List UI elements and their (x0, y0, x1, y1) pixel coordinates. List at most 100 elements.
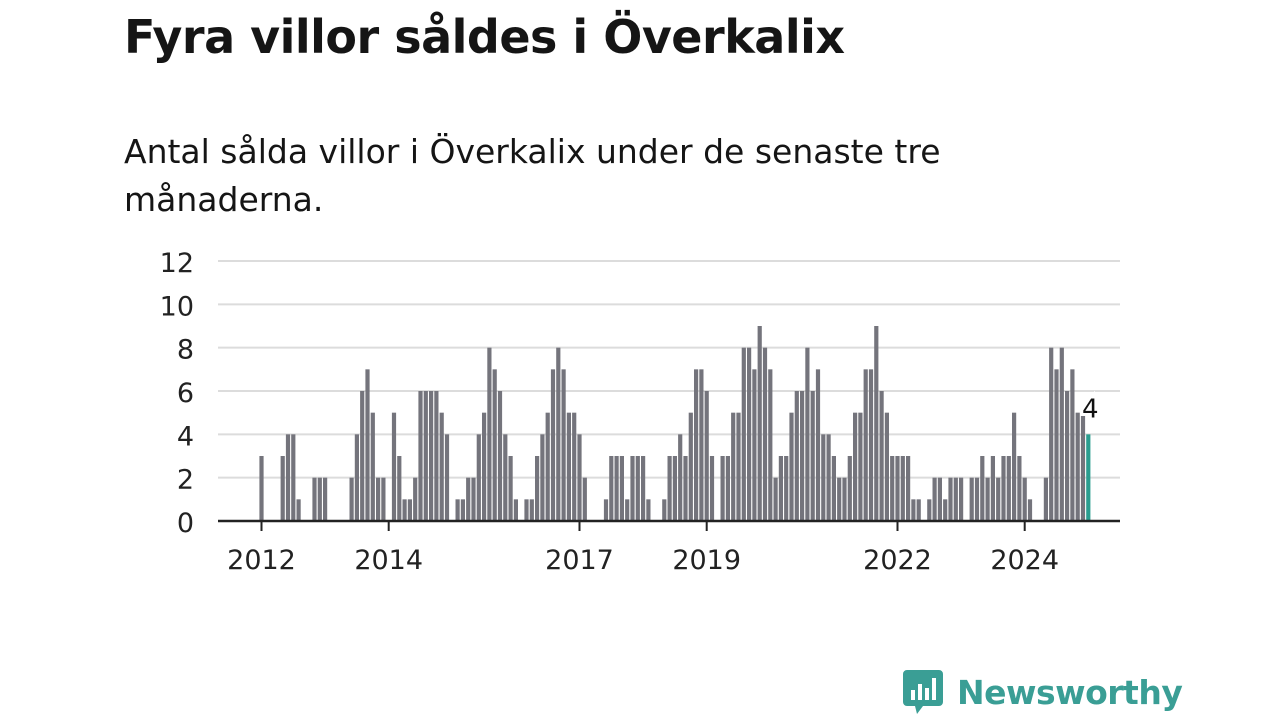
bar (407, 499, 412, 521)
x-axis-ticks: 2012 2014 2017 2019 2022 2024 (227, 521, 1059, 576)
bar (418, 391, 423, 521)
bar (969, 477, 974, 521)
bar (927, 499, 932, 521)
bar (391, 412, 397, 521)
bar (996, 477, 1001, 521)
chat-bar-chart-icon (903, 670, 943, 714)
bar (916, 499, 921, 521)
bar (826, 434, 831, 521)
highlight-value-label: 4 (1082, 394, 1099, 424)
bar (932, 477, 937, 521)
bar (497, 391, 503, 521)
bar (603, 499, 609, 521)
bar (513, 499, 518, 521)
bar (280, 456, 285, 521)
bar (444, 434, 450, 521)
bar (858, 412, 863, 521)
x-tick-label: 2024 (990, 545, 1059, 576)
bar (678, 434, 683, 521)
bar (709, 456, 715, 521)
bar (285, 434, 291, 521)
bar (800, 391, 805, 521)
bar (868, 369, 874, 521)
bar (694, 369, 699, 521)
brand-name: Newsworthy (957, 672, 1183, 712)
bar (545, 412, 550, 521)
bar (831, 456, 836, 521)
bar (609, 456, 614, 521)
y-tick-label: 8 (177, 335, 194, 366)
bar (550, 369, 556, 521)
y-axis-ticks: 0 2 4 6 8 10 12 (160, 248, 194, 539)
x-tick-label: 2014 (354, 545, 423, 576)
bar (667, 456, 672, 521)
bar (381, 477, 386, 521)
bar (985, 477, 990, 521)
bar (646, 499, 651, 521)
bar (741, 347, 746, 521)
bar (805, 347, 810, 521)
bar (863, 369, 868, 521)
bar (614, 456, 619, 521)
bar (837, 477, 842, 521)
bar (1049, 347, 1054, 521)
bar (535, 456, 540, 521)
y-tick-label: 4 (177, 421, 194, 452)
bar (625, 499, 630, 521)
bars (259, 326, 1091, 521)
bar (561, 369, 566, 521)
bar (683, 456, 688, 521)
bar (503, 434, 508, 521)
grid-lines (218, 260, 1120, 479)
bar (360, 391, 365, 521)
bar (429, 391, 434, 521)
bar (492, 369, 497, 521)
bar (953, 477, 958, 521)
bar (747, 347, 752, 521)
bar (773, 477, 778, 521)
x-tick-label: 2019 (672, 545, 741, 576)
bar (895, 456, 900, 521)
bar (974, 477, 980, 521)
bar (529, 499, 534, 521)
bar (900, 456, 905, 521)
bar (577, 434, 582, 521)
bar (487, 347, 492, 521)
bar (1027, 499, 1033, 521)
bar (662, 499, 667, 521)
data-labels: 4 (1079, 391, 1102, 427)
bar (884, 412, 889, 521)
bar (821, 434, 826, 521)
bar (455, 499, 460, 521)
bar (1012, 412, 1017, 521)
bar (704, 391, 709, 521)
highlight-bar (1086, 434, 1091, 521)
bar (959, 477, 964, 521)
newsworthy-logo: Newsworthy (903, 670, 1183, 714)
bar (890, 456, 895, 521)
bar (460, 499, 465, 521)
bar (1080, 412, 1086, 521)
bar (879, 391, 884, 521)
bar (466, 477, 471, 521)
bar (540, 434, 545, 521)
bar (349, 477, 354, 521)
bar (423, 391, 428, 521)
bar (990, 456, 995, 521)
y-tick-label: 6 (177, 378, 194, 409)
bar (757, 326, 762, 521)
bar (911, 499, 916, 521)
bar (980, 456, 985, 521)
bar (566, 412, 571, 521)
bar (937, 477, 942, 521)
bar (784, 456, 789, 521)
bar (853, 412, 858, 521)
y-tick-label: 0 (177, 508, 194, 539)
bar (572, 412, 577, 521)
bar (1065, 391, 1070, 521)
bar (810, 391, 815, 521)
bar (943, 499, 948, 521)
bar (847, 456, 852, 521)
bar (1043, 477, 1048, 521)
chart-title: Fyra villor såldes i Överkalix (124, 10, 845, 64)
